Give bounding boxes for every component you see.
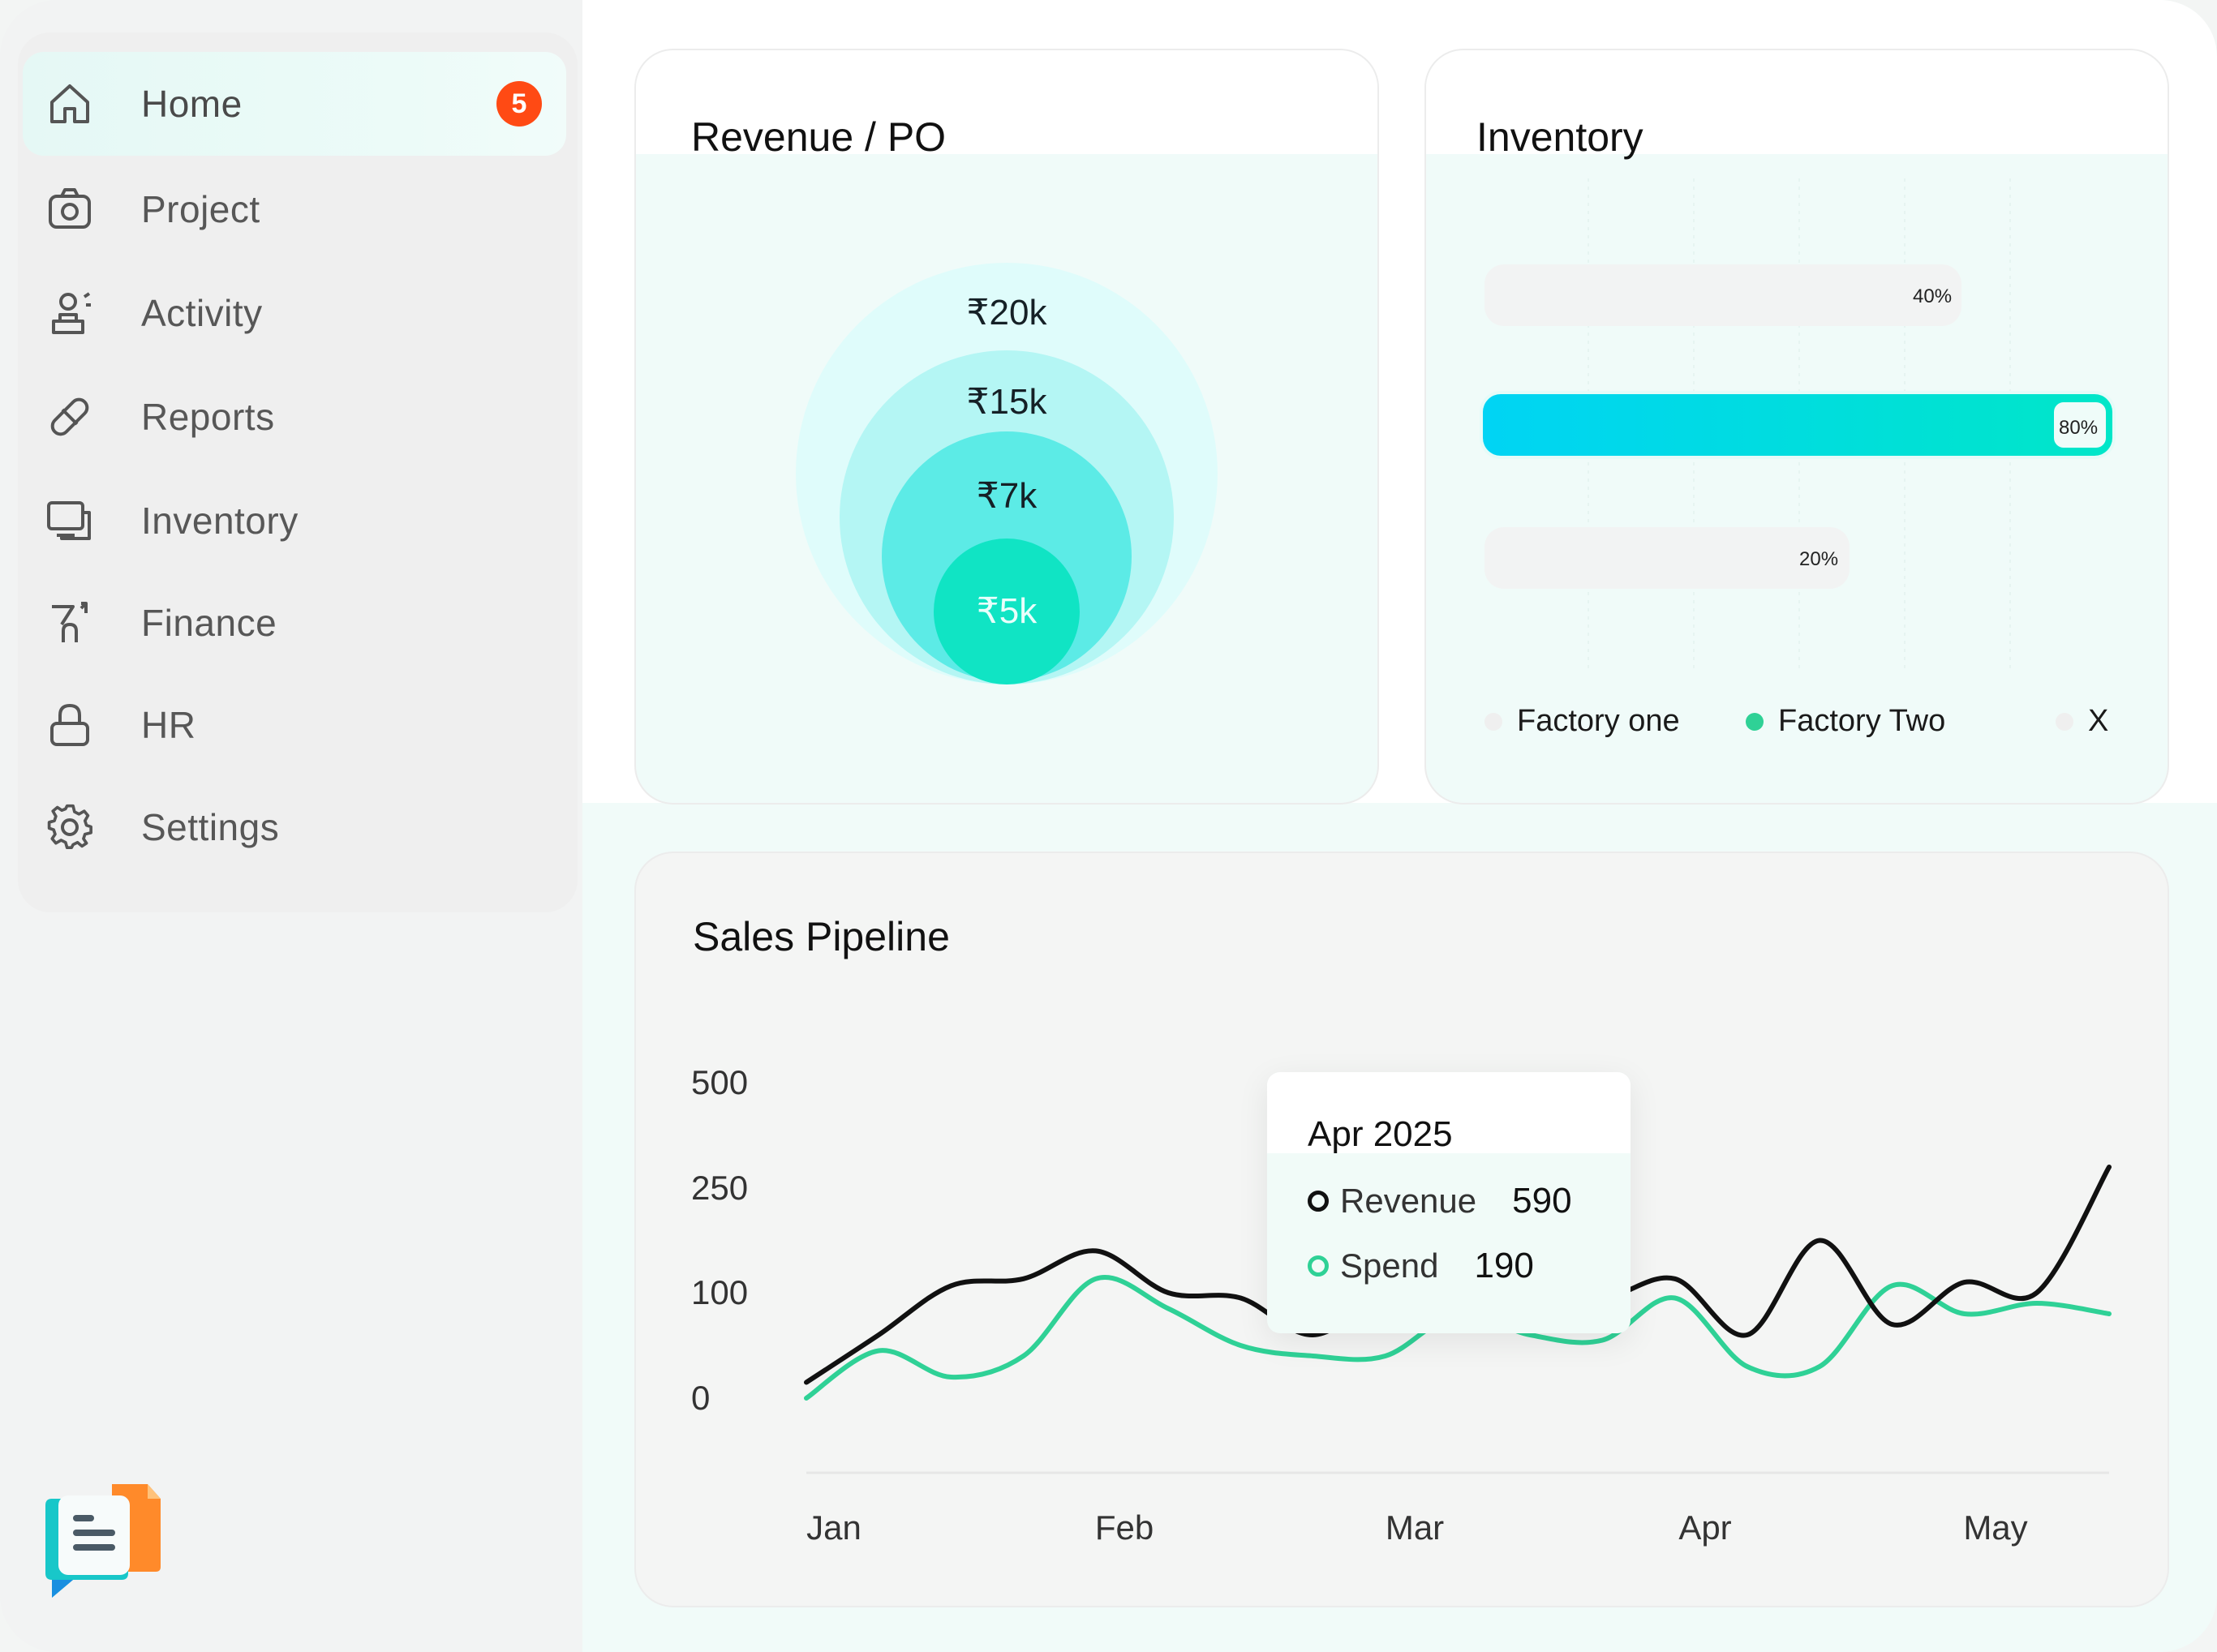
bubble-label-5k: ₹5k	[976, 591, 1038, 631]
sidebar-item-label: Finance	[141, 602, 277, 644]
legend-factory-one[interactable]: Factory one	[1484, 704, 1680, 739]
sidebar-item-reports[interactable]: Reports	[23, 365, 566, 469]
revenue-po-card: Revenue / PO ₹20k ₹15k ₹7k ₹5k	[634, 49, 1379, 805]
sidebar-item-activity[interactable]: Activity	[23, 261, 566, 365]
lock-icon	[45, 701, 94, 749]
x-tick-label: Mar	[1386, 1508, 1444, 1547]
sidebar-item-settings[interactable]: Settings	[23, 775, 566, 879]
bar-value-2: 80%	[2059, 417, 2099, 439]
legend-label: Factory one	[1517, 704, 1680, 738]
notification-badge: 5	[496, 81, 542, 127]
sidebar-item-label: Home	[141, 83, 243, 125]
sidebar-item-hr[interactable]: HR	[23, 673, 566, 777]
sidebar-item-label: Project	[141, 188, 260, 230]
legend-factory-two[interactable]: Factory Two	[1746, 704, 1945, 739]
tooltip-title: Apr 2025	[1308, 1114, 1453, 1154]
sidebar-item-label: Activity	[141, 292, 263, 334]
home-icon	[45, 79, 94, 128]
sidebar-item-project[interactable]: Project	[23, 157, 566, 261]
sidebar-item-label: Settings	[141, 806, 280, 848]
inventory-bar-1	[1484, 264, 1961, 326]
inventory-bar-2	[1483, 394, 2112, 456]
sidebar-item-home[interactable]: Home 5	[23, 52, 566, 156]
inventory-grid	[1588, 178, 2011, 673]
pill-icon	[45, 393, 94, 441]
monitor-icon	[45, 496, 94, 545]
legend-label: Factory Two	[1778, 704, 1946, 738]
inventory-bar-3	[1484, 527, 1850, 589]
bar-value-1: 40%	[1913, 285, 1953, 307]
sidebar: Home 5 Project Activity Reports In	[0, 0, 582, 1652]
bubble-label-20k: ₹20k	[966, 293, 1047, 333]
tooltip-spend-label: Spend	[1340, 1247, 1439, 1285]
tooltip-revenue-value: 590	[1512, 1181, 1572, 1221]
camera-icon	[45, 185, 94, 234]
revenue-marker	[1308, 1191, 1329, 1212]
chart-tooltip: Apr 2025 Revenue 590 Spend 190	[1267, 1072, 1631, 1333]
bubble-label-7k: ₹7k	[976, 476, 1038, 516]
nav-panel	[18, 32, 578, 912]
card-title: Sales Pipeline	[693, 914, 950, 959]
legend-dot	[1746, 712, 1764, 731]
legend-dot	[1484, 712, 1502, 731]
tooltip-spend-row: Spend 190	[1308, 1246, 1534, 1286]
sidebar-item-label: Reports	[141, 396, 275, 438]
legend-x[interactable]: X	[2056, 704, 2108, 739]
card-title: Revenue / PO	[691, 114, 947, 160]
x-tick-label: Feb	[1095, 1508, 1154, 1547]
sidebar-item-inventory[interactable]: Inventory	[23, 469, 566, 573]
tooltip-revenue-label: Revenue	[1340, 1182, 1477, 1220]
card-title: Inventory	[1476, 114, 1643, 160]
bubble-label-15k: ₹15k	[966, 382, 1047, 422]
y-tick-label: 500	[691, 1063, 748, 1101]
bubble-5k	[934, 539, 1080, 684]
y-tick-label: 100	[691, 1273, 748, 1311]
app-logo	[41, 1476, 170, 1622]
spend-marker	[1308, 1255, 1329, 1277]
legend-label: X	[2088, 704, 2109, 738]
bar-value-3: 20%	[1799, 548, 1839, 570]
x-tick-label: Apr	[1678, 1508, 1731, 1547]
sidebar-item-finance[interactable]: Finance	[23, 571, 566, 675]
inventory-card: Inventory 40% 80% 20% Factory one Factor…	[1424, 49, 2169, 805]
x-tick-label: May	[1963, 1508, 2027, 1547]
y-tick-label: 250	[691, 1169, 748, 1207]
legend-dot	[2056, 712, 2073, 731]
tooltip-spend-value: 190	[1474, 1246, 1534, 1285]
finance-icon	[45, 599, 94, 647]
tooltip-revenue-row: Revenue 590	[1308, 1181, 1572, 1221]
sidebar-item-label: Inventory	[141, 500, 299, 542]
y-tick-label: 0	[691, 1379, 710, 1417]
sidebar-item-label: HR	[141, 704, 196, 746]
gear-icon	[45, 803, 94, 852]
revenue-bubble-chart	[796, 263, 1218, 684]
x-tick-label: Jan	[806, 1508, 861, 1547]
activity-icon	[45, 289, 94, 337]
